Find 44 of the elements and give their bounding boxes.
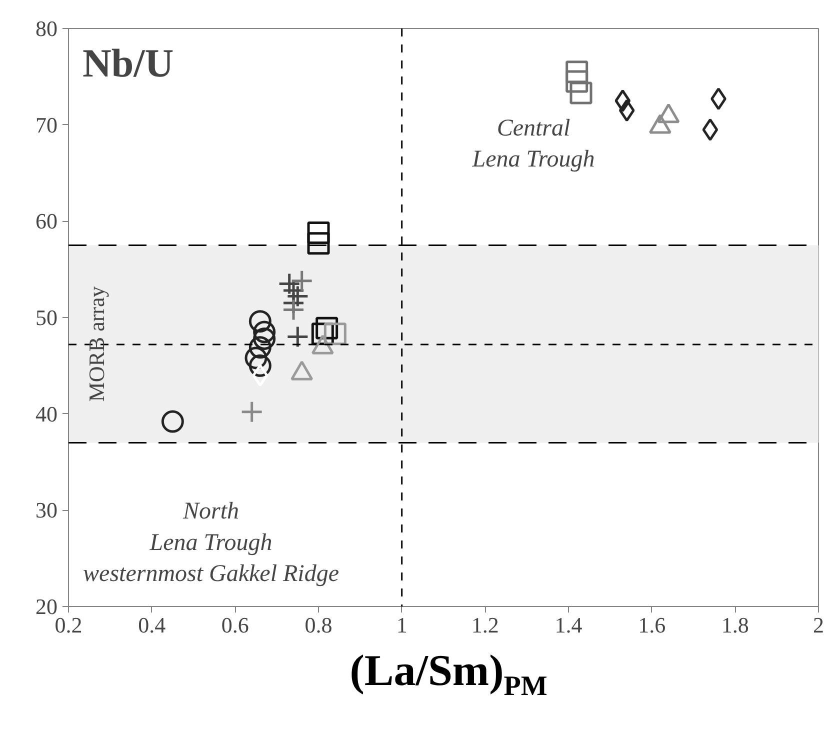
point (248, 354, 272, 377)
x-tick-label: 1.6 (638, 612, 666, 638)
y-tick-label: 30 (36, 498, 58, 523)
annotation: North Lena Trough westernmost Gakkel Ridge (83, 498, 340, 588)
point (240, 400, 264, 424)
x-tick-label: 0.8 (304, 612, 332, 638)
point (702, 118, 718, 141)
point (253, 327, 276, 350)
y-tick-label: 20 (36, 594, 58, 619)
point (253, 320, 276, 344)
point (278, 272, 301, 296)
chart-title: Nb/U (82, 40, 174, 86)
point (248, 336, 272, 359)
y-tick-label: 80 (36, 16, 58, 41)
x-tick-label: 1.2 (471, 612, 499, 638)
point (286, 326, 309, 348)
point (614, 90, 631, 112)
point (248, 310, 272, 333)
y-tick-label: 50 (36, 305, 58, 330)
point (570, 82, 592, 104)
y-tick-label: 60 (36, 208, 58, 234)
point (244, 346, 268, 370)
point (252, 364, 268, 387)
y-tick-label: 40 (36, 401, 58, 426)
point (307, 232, 330, 255)
x-tick-label: 0.6 (221, 612, 249, 638)
x-tick-label: 0.4 (138, 612, 166, 638)
y-tick-label: 70 (36, 112, 58, 138)
band-label: MORB array (84, 286, 109, 402)
annotation: Central Lena Trough (471, 116, 595, 173)
point (307, 221, 330, 244)
point (290, 270, 314, 292)
point (566, 60, 588, 84)
x-tick-label: 1 (396, 612, 408, 638)
point (618, 99, 635, 122)
x-tick-label: 0.2 (54, 612, 82, 638)
point (286, 285, 309, 308)
point (282, 298, 305, 322)
x-tick-label: 1.8 (721, 612, 749, 638)
point (161, 410, 184, 433)
x-tick-label: 1.4 (554, 612, 582, 638)
x-axis-title: (La/Sm)$_{PM}$ (350, 645, 548, 704)
point (566, 70, 588, 93)
x-tick-label: 2 (813, 612, 824, 638)
